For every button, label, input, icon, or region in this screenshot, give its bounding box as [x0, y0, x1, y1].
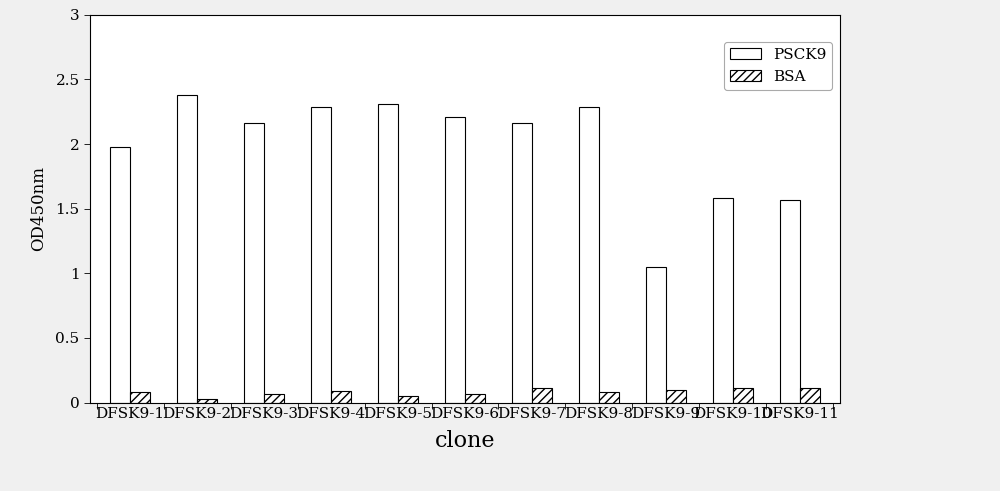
Bar	[800, 388, 820, 403]
Bar	[378, 104, 398, 403]
Bar	[331, 391, 351, 403]
X-axis label: clone: clone	[435, 430, 495, 452]
Bar	[733, 388, 753, 403]
Bar	[646, 267, 666, 403]
Bar	[311, 107, 331, 403]
Legend: PSCK9, BSA: PSCK9, BSA	[724, 42, 832, 90]
Bar	[197, 399, 217, 403]
Bar	[244, 123, 264, 403]
Bar	[398, 396, 418, 403]
Bar	[666, 390, 686, 403]
Bar	[599, 392, 619, 403]
Bar	[130, 392, 150, 403]
Bar	[780, 200, 800, 403]
Bar	[177, 95, 197, 403]
Bar	[579, 107, 599, 403]
Y-axis label: OD450nm: OD450nm	[30, 166, 47, 251]
Bar	[465, 394, 485, 403]
Bar	[445, 117, 465, 403]
Bar	[264, 394, 284, 403]
Bar	[512, 123, 532, 403]
Bar	[110, 147, 130, 403]
Bar	[532, 388, 552, 403]
Bar	[713, 198, 733, 403]
